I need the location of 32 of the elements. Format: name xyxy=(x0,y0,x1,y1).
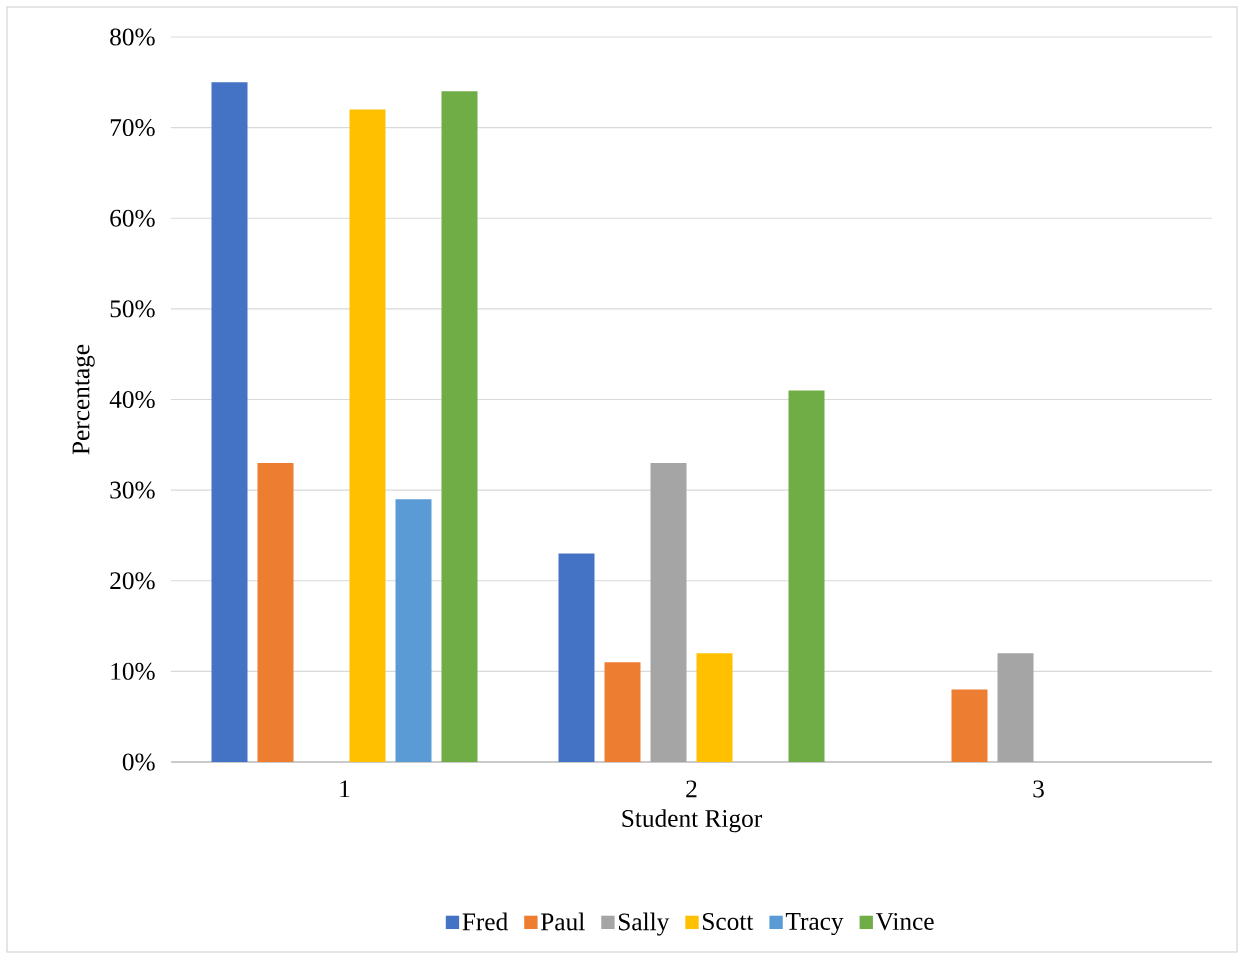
legend-label: Vince xyxy=(875,912,934,931)
y-tick-label: 50% xyxy=(110,300,155,318)
x-tick-label: 3 xyxy=(1033,780,1044,798)
bar xyxy=(696,653,733,762)
bar xyxy=(395,499,432,762)
bar xyxy=(211,82,248,762)
legend-label: Paul xyxy=(540,912,585,931)
legend-label: Scott xyxy=(703,912,754,931)
x-tick-label: 2 xyxy=(686,780,697,798)
bar xyxy=(257,462,294,762)
y-tick-label: 20% xyxy=(110,572,155,590)
bar xyxy=(951,689,988,762)
y-axis-title: Percentage xyxy=(72,344,95,455)
bar xyxy=(441,91,478,762)
bar xyxy=(349,109,386,762)
bar xyxy=(650,462,687,762)
legend-label: Tracy xyxy=(785,913,844,936)
y-tick-label: 40% xyxy=(109,390,155,409)
bar xyxy=(604,662,641,762)
bar xyxy=(788,390,825,762)
y-tick-label: 0% xyxy=(122,753,155,771)
y-tick-label: 80% xyxy=(110,28,155,46)
legend-label: Fred xyxy=(462,912,508,931)
bar xyxy=(558,553,595,762)
y-tick-label: 70% xyxy=(110,119,155,137)
x-tick-label: 1 xyxy=(340,780,350,798)
legend-label: Sally xyxy=(618,912,670,936)
y-tick-label: 60% xyxy=(110,209,155,227)
y-tick-label: 10% xyxy=(111,662,155,680)
bar xyxy=(997,653,1034,762)
y-tick-label: 30% xyxy=(110,481,155,499)
x-axis-title: Student Rigor xyxy=(622,809,763,833)
